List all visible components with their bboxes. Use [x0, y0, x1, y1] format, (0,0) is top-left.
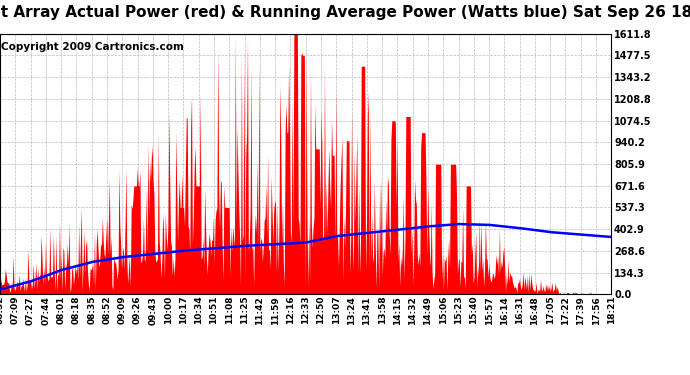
Text: East Array Actual Power (red) & Running Average Power (Watts blue) Sat Sep 26 18: East Array Actual Power (red) & Running …: [0, 5, 690, 20]
Text: Copyright 2009 Cartronics.com: Copyright 2009 Cartronics.com: [1, 42, 184, 52]
